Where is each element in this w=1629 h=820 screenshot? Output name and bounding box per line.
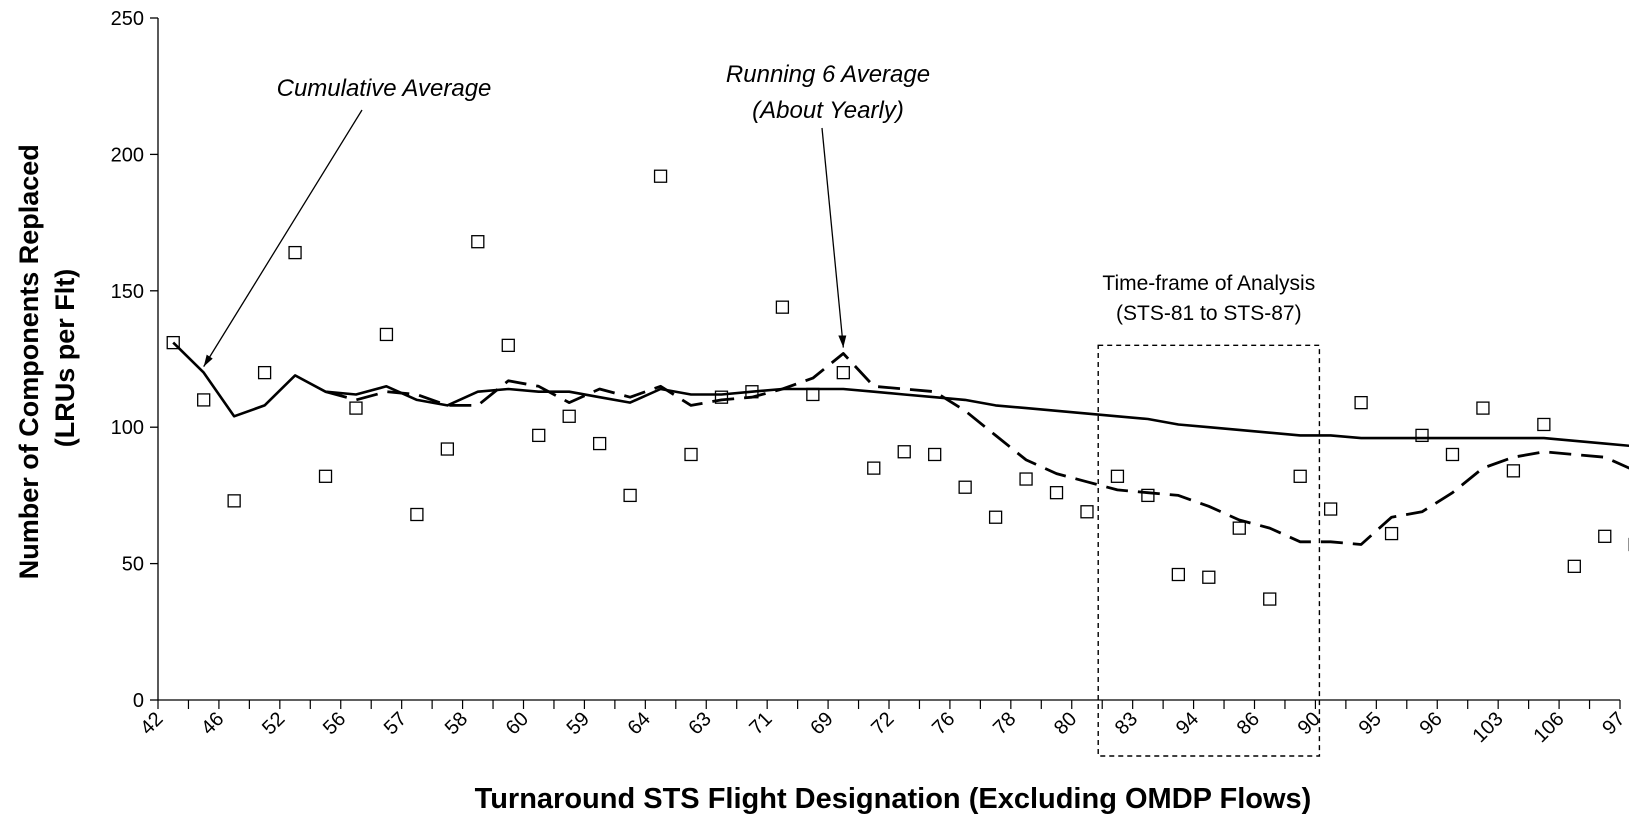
data-point xyxy=(592,436,607,451)
x-tick-label: 80 xyxy=(1050,708,1081,739)
x-tick-label: 42 xyxy=(136,708,167,739)
x-tick-labels: 42 46 52 56 57 58 60 59 64 63 71 69 72 76 78 80 83 94 86 90… xyxy=(136,708,1629,747)
data-point xyxy=(1415,428,1429,443)
timeframe-label-line-1: Time-frame of Analysis xyxy=(1102,272,1315,295)
y-axis-title-line-2: (LRUs per Flt) xyxy=(50,269,80,448)
data-point xyxy=(318,469,333,483)
data-point xyxy=(562,409,576,423)
cumulative-average-label: Cumulative Average xyxy=(277,75,492,102)
data-point xyxy=(1232,521,1246,535)
data-point xyxy=(1567,559,1581,573)
y-axis-title: Number of Components Replaced (LRUs per … xyxy=(14,137,80,580)
data-point xyxy=(257,365,272,380)
data-point xyxy=(684,447,698,462)
y-tick-labels: 0 50 100 150 200 250 xyxy=(111,8,144,712)
x-axis-title: Turnaround STS Flight Designation (Exclu… xyxy=(475,783,1312,815)
running-average-arrowhead xyxy=(838,335,847,348)
x-tick-label: 94 xyxy=(1172,708,1203,739)
x-tick-label: 59 xyxy=(563,708,594,739)
data-point xyxy=(501,338,515,353)
x-tick-label: 83 xyxy=(1111,708,1142,739)
y-axis-title-line-1: Number of Components Replaced xyxy=(14,144,44,579)
data-point xyxy=(988,510,1003,524)
data-point xyxy=(1293,469,1307,483)
data-point xyxy=(410,507,424,522)
data-point xyxy=(471,235,485,249)
data-point xyxy=(1476,401,1490,415)
data-point xyxy=(958,480,972,494)
x-tick-label: 60 xyxy=(502,708,533,739)
y-tick-label: 0 xyxy=(133,690,144,712)
axes xyxy=(150,17,1621,709)
x-tick-label: 63 xyxy=(684,708,715,739)
data-point xyxy=(1110,469,1125,483)
data-point xyxy=(227,494,241,508)
data-marks xyxy=(166,169,1629,606)
x-tick-label: 72 xyxy=(867,708,898,739)
x-tick-label: 64 xyxy=(624,708,655,739)
x-tick-label: 106 xyxy=(1529,708,1568,747)
data-point xyxy=(1323,502,1338,516)
x-tick-label: 56 xyxy=(319,708,350,739)
data-point xyxy=(623,488,637,503)
data-point xyxy=(349,401,363,415)
x-tick-label: 76 xyxy=(928,708,959,739)
data-point xyxy=(1263,592,1277,606)
analysis-timeframe-box xyxy=(1097,344,1321,757)
x-tick-label: 52 xyxy=(258,708,289,739)
annotations: Cumulative Average Running 6 Average (Abou… xyxy=(203,61,1321,757)
data-point xyxy=(897,445,911,459)
cumulative-average-pointer xyxy=(203,109,363,367)
data-point xyxy=(775,300,790,314)
data-point xyxy=(1080,505,1094,519)
y-tick-label: 50 xyxy=(122,554,144,576)
x-tick-label: 69 xyxy=(806,708,837,739)
data-point xyxy=(1537,417,1551,432)
cumulative-average-arrowhead xyxy=(203,354,213,367)
x-tick-label: 57 xyxy=(380,708,411,739)
x-tick-label: 96 xyxy=(1415,708,1446,739)
data-point xyxy=(1506,464,1521,478)
data-point xyxy=(1049,486,1064,500)
running-average-label-line-1: Running 6 Average xyxy=(726,61,930,88)
data-point xyxy=(1598,529,1612,543)
data-point xyxy=(288,245,302,260)
data-point xyxy=(653,169,668,183)
running-average-line xyxy=(325,352,1629,546)
x-tick-label: 86 xyxy=(1233,708,1264,739)
x-tick-label: 103 xyxy=(1469,708,1508,747)
y-tick-label: 150 xyxy=(111,281,144,303)
data-point xyxy=(197,393,211,407)
y-tick-label: 100 xyxy=(111,417,144,439)
x-tick-label: 97 xyxy=(1598,708,1629,739)
timeframe-label-line-2: (STS-81 to STS-87) xyxy=(1116,302,1302,325)
data-point xyxy=(928,447,942,462)
running-average-pointer xyxy=(821,127,844,348)
data-point xyxy=(440,442,455,456)
data-point xyxy=(532,428,546,443)
x-tick-label: 71 xyxy=(745,708,776,739)
y-tick-label: 200 xyxy=(111,144,144,166)
data-point xyxy=(867,461,881,475)
data-point xyxy=(1384,526,1399,541)
y-tick-label: 250 xyxy=(111,8,144,30)
data-point xyxy=(1354,395,1368,410)
x-tick-label: 78 xyxy=(989,708,1020,739)
data-point xyxy=(1445,447,1460,462)
x-tick-label: 90 xyxy=(1294,708,1325,739)
data-point xyxy=(1171,567,1186,582)
data-point xyxy=(1019,472,1033,486)
data-point xyxy=(379,327,394,342)
cumulative-average-line xyxy=(172,341,1629,448)
x-tick-label: 58 xyxy=(441,708,472,739)
data-point xyxy=(836,365,850,380)
x-tick-label: 95 xyxy=(1355,708,1386,739)
data-point xyxy=(1202,570,1216,584)
running-average-label-line-2: (About Yearly) xyxy=(752,97,904,124)
x-tick-label: 46 xyxy=(197,708,228,739)
